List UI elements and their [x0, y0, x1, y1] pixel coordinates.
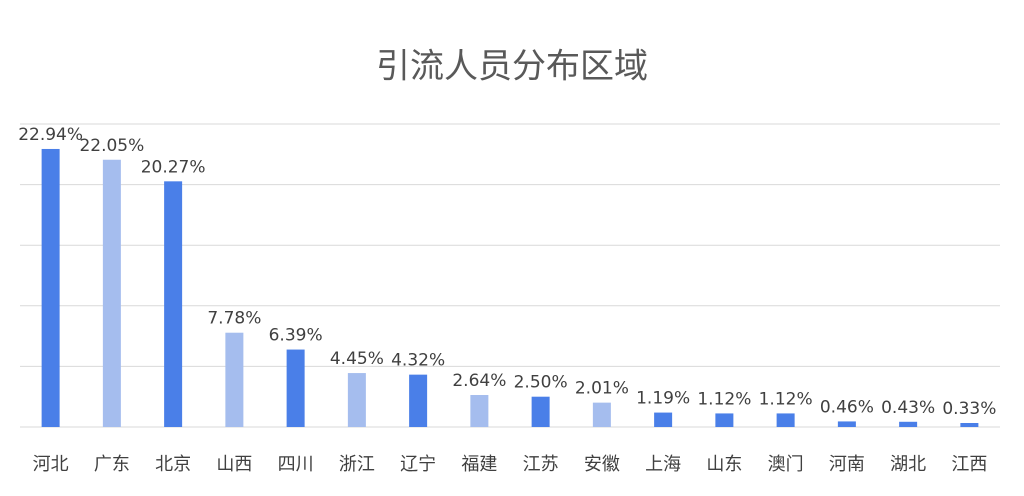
value-label: 4.45%: [330, 349, 384, 369]
value-label: 6.39%: [269, 326, 323, 346]
value-label: 1.19%: [636, 389, 690, 409]
value-label: 1.12%: [697, 389, 751, 409]
bar: [654, 412, 673, 427]
value-label: 2.01%: [575, 379, 629, 399]
x-tick-label: 安徽: [584, 454, 620, 475]
x-tick-label: 江西: [951, 454, 987, 475]
bar: [776, 413, 795, 427]
value-label: 0.33%: [942, 399, 996, 419]
value-label: 2.64%: [452, 371, 506, 391]
bar: [470, 395, 489, 427]
x-tick-label: 辽宁: [400, 454, 436, 475]
value-label: 22.94%: [18, 125, 83, 145]
value-label: 2.50%: [514, 373, 568, 393]
bar: [960, 423, 979, 427]
bar: [41, 148, 60, 427]
x-tick-label: 澳门: [768, 454, 804, 475]
x-tick-label: 广东: [94, 454, 130, 475]
value-label: 4.32%: [391, 351, 445, 371]
x-tick-label: 江苏: [523, 454, 559, 475]
x-tick-label: 北京: [155, 454, 191, 475]
bar: [899, 421, 918, 427]
x-tick-label: 山西: [216, 454, 252, 475]
x-tick-label: 四川: [278, 454, 314, 475]
value-label: 22.05%: [79, 136, 144, 156]
value-label: 7.78%: [207, 309, 261, 329]
bar: [837, 421, 856, 427]
value-label: 0.43%: [881, 398, 935, 418]
bar: [164, 181, 183, 427]
chart-title: 引流人员分布区域: [376, 47, 648, 87]
value-label: 0.46%: [820, 397, 874, 417]
value-label: 1.12%: [759, 389, 813, 409]
bar: [715, 413, 734, 427]
x-tick-label: 河北: [33, 454, 69, 475]
x-tick-label: 湖北: [890, 454, 926, 475]
bar: [347, 373, 366, 427]
x-tick-label: 上海: [645, 454, 681, 475]
bar: [531, 396, 550, 427]
bar: [102, 159, 121, 427]
bar: [409, 374, 428, 427]
bar: [225, 332, 244, 427]
bar: [286, 349, 305, 427]
bar: [592, 402, 611, 427]
x-tick-label: 山东: [706, 454, 742, 475]
x-tick-label: 浙江: [339, 454, 375, 475]
value-label: 20.27%: [141, 157, 206, 177]
x-tick-label: 河南: [829, 454, 865, 475]
x-tick-label: 福建: [461, 454, 497, 475]
